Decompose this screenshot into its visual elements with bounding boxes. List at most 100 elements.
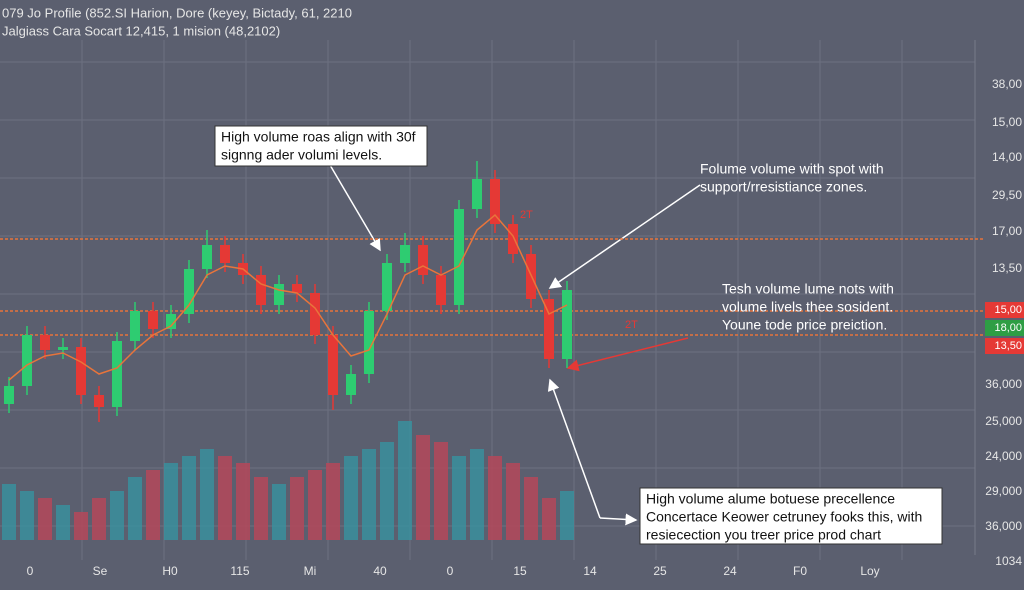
grid [0, 40, 975, 560]
price-tag-label: 15,00 [994, 304, 1022, 316]
candle-body [292, 284, 302, 293]
candle-body [382, 263, 392, 311]
price-tag [985, 338, 1024, 354]
x-axis-label: Mi [304, 564, 317, 578]
price-tag [985, 320, 1024, 336]
volume-bar [182, 456, 196, 540]
arrow [599, 513, 638, 526]
candle-body [130, 311, 140, 341]
volume-bar [146, 470, 160, 540]
volume-bar [200, 449, 214, 540]
y-axis-label: 1034 [995, 554, 1022, 568]
arrow [547, 378, 601, 519]
candle-body [76, 347, 86, 395]
annotation-text: High volume roas align with 30f [221, 129, 416, 145]
candle-body [202, 245, 212, 269]
candle-body [256, 275, 266, 305]
x-axis-label: 14 [583, 564, 597, 578]
candle-body [310, 293, 320, 335]
y-axis-label: 36,000 [985, 519, 1022, 533]
x-axis-label: Loy [860, 564, 879, 578]
price-tag [985, 302, 1024, 318]
candle-body [22, 335, 32, 386]
x-axis-label: 15 [513, 564, 527, 578]
volume-bar [560, 491, 574, 540]
candle-body [274, 284, 284, 305]
candle-body [40, 335, 50, 350]
x-axis-label: 24 [723, 564, 737, 578]
annotation-text: Youne tode price preiction. [722, 317, 887, 333]
candle-body [58, 347, 68, 350]
x-axis-label: 0 [447, 564, 454, 578]
candle-body [490, 179, 500, 224]
candle-body [220, 245, 230, 263]
y-axis-label: 29,50 [992, 188, 1022, 202]
x-axis-label: 115 [230, 564, 249, 578]
y-axis-label: 14,00 [992, 150, 1022, 164]
volume-bar [434, 442, 448, 540]
annotation-text: Concertace Keower cetruney fooks this, w… [646, 509, 922, 525]
candle-body [418, 245, 428, 275]
arrow [566, 337, 689, 372]
y-axis-label: 29,000 [985, 484, 1022, 498]
annotation-text: Tesh volume lume nots with [722, 281, 894, 297]
volume-bar [416, 435, 430, 540]
candle-body [400, 245, 410, 263]
moving-average [8, 213, 568, 381]
candle-body [166, 314, 176, 329]
candle-body [364, 311, 374, 374]
header-text: Jalgiass Cara Socart 12,415, 1 mision (4… [2, 23, 280, 38]
volume-bar [308, 470, 322, 540]
volume-bar [380, 442, 394, 540]
candle-body [562, 290, 572, 359]
candle-body [112, 341, 122, 407]
y-axis-label: 13,50 [992, 261, 1022, 275]
price-tag-label: 13,50 [994, 340, 1022, 352]
volume-bar [74, 512, 88, 540]
y-axis-label: 25,000 [985, 414, 1022, 428]
volume-bar [326, 463, 340, 540]
candle-body [454, 209, 464, 305]
marker-label: 2T [520, 209, 533, 221]
volume-bar [470, 449, 484, 540]
volume-bar [272, 484, 286, 540]
volume-bar [524, 477, 538, 540]
annotation-text: signng ader volumi levels. [221, 147, 382, 163]
volume-bar [38, 498, 52, 540]
candle-body [94, 395, 104, 407]
candle-body [508, 224, 518, 254]
candle-body [544, 299, 554, 359]
candle-body [148, 311, 158, 329]
volume-bar [506, 463, 520, 540]
volume-bar [164, 463, 178, 540]
annotation-text: Folume volume with spot with [700, 161, 884, 177]
candle-body [184, 269, 194, 314]
volume-bar [92, 498, 106, 540]
y-axis-label: 36,000 [985, 377, 1022, 391]
annotation-text: support/rresistiance zones. [700, 179, 867, 195]
annotation-text: High volume alume botuese precellence [646, 491, 895, 507]
volume-bar [56, 505, 70, 540]
y-axis-label: 17,00 [992, 224, 1022, 238]
volume-bar [542, 498, 556, 540]
volume-bar [2, 484, 16, 540]
annotation-box [214, 125, 428, 167]
volume-bar [218, 456, 232, 540]
volume-bar [290, 477, 304, 540]
candle-body [436, 275, 446, 305]
volume-bar [128, 477, 142, 540]
annotation-text: resiecection you treer price prod chart [646, 527, 881, 543]
y-axis-label: 15,00 [992, 115, 1022, 129]
y-axis-label: 38,00 [992, 77, 1022, 91]
arrow [329, 164, 381, 252]
x-axis-label: 25 [653, 564, 667, 578]
volume-bar [344, 456, 358, 540]
candle-body [346, 374, 356, 395]
y-axis-label: 24,000 [985, 449, 1022, 463]
x-axis-label: H0 [162, 564, 178, 578]
volume-bar [452, 456, 466, 540]
x-axis-label: 0 [27, 564, 34, 578]
candle-body [4, 386, 14, 404]
